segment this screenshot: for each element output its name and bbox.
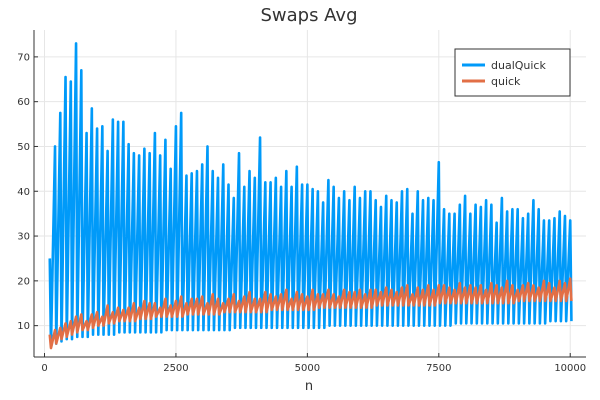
legend-label-dualQuick: dualQuick <box>491 59 546 72</box>
x-tick-label: 2500 <box>163 363 188 374</box>
y-tick-label: 40 <box>17 187 30 198</box>
series-line-dualQuick <box>48 42 573 348</box>
x-tick-label: 5000 <box>295 363 320 374</box>
series-quick <box>48 277 573 350</box>
legend-label-quick: quick <box>491 75 521 88</box>
series-dualQuick <box>48 42 573 348</box>
y-tick-label: 50 <box>17 142 30 153</box>
chart-title: Swaps Avg <box>260 5 357 26</box>
axes: 0 2500 5000 7500 10000 10 20 30 40 50 60 70 <box>17 30 586 374</box>
y-tick-label: 30 <box>17 232 30 243</box>
x-tick-label: 0 <box>41 363 47 374</box>
legend-box <box>454 48 571 97</box>
x-tick-label: 7500 <box>426 363 451 374</box>
legend: dualQuick quick <box>454 48 571 97</box>
x-axis-label: n <box>305 379 313 394</box>
y-tick-label: 60 <box>17 97 30 108</box>
y-tick-label: 70 <box>17 52 30 63</box>
y-tick-label: 20 <box>17 276 30 287</box>
series-layer <box>48 42 573 350</box>
y-tick-label: 10 <box>17 321 30 332</box>
series-line-quick <box>48 277 573 350</box>
x-tick-label: 10000 <box>554 363 586 374</box>
